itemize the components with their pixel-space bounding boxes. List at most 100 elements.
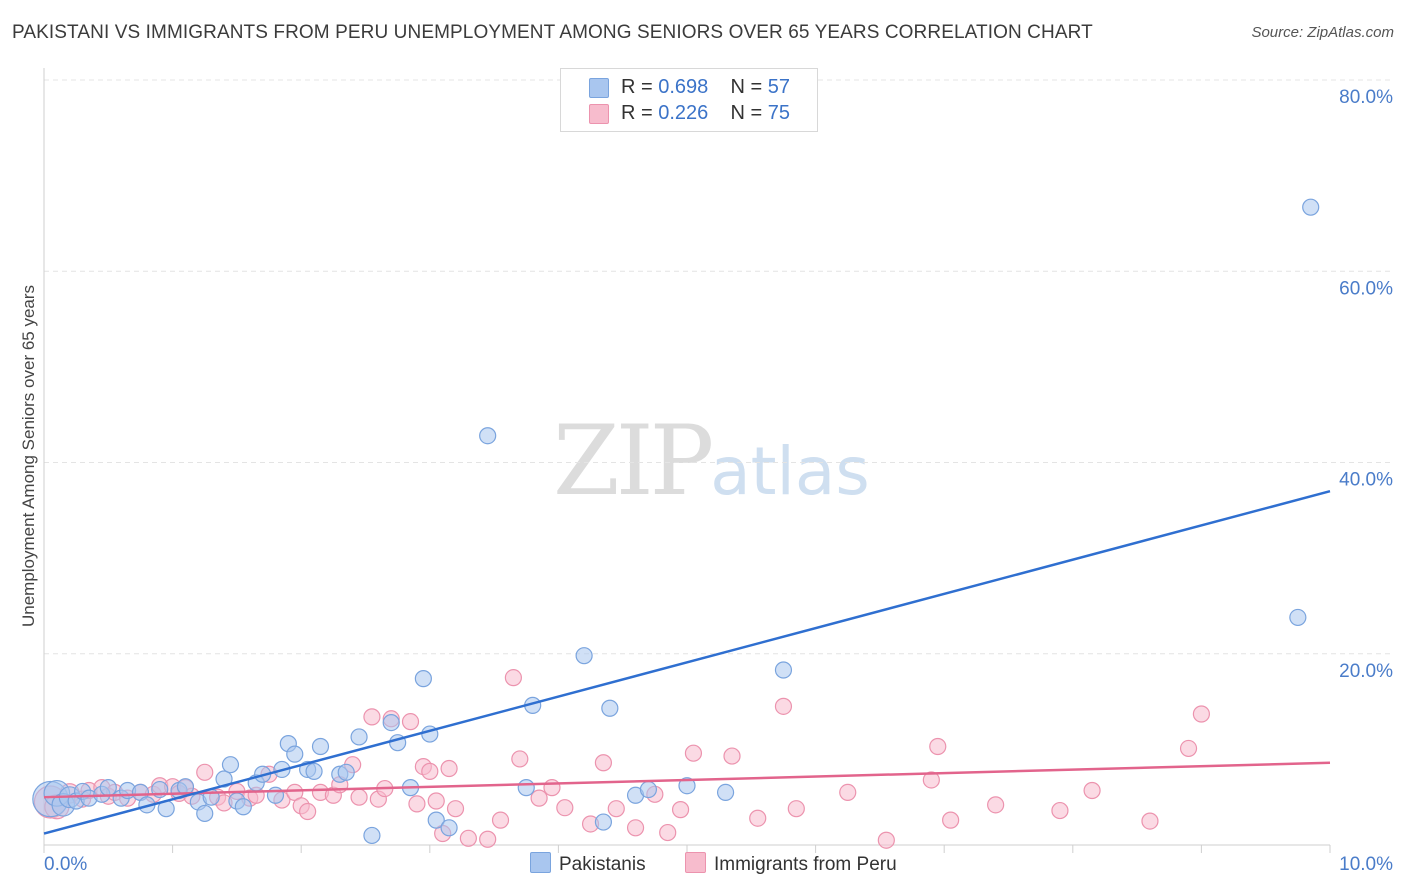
- legend-n-label: N =: [730, 102, 768, 124]
- data-point: [716, 783, 735, 802]
- data-point: [601, 699, 619, 717]
- data-point: [774, 661, 793, 679]
- data-point: [929, 737, 947, 756]
- bottom-legend-swatch-peru: [685, 852, 706, 873]
- data-point: [427, 792, 445, 810]
- legend-n-label: N =: [730, 76, 768, 98]
- legend-r-value: 0.226: [658, 102, 709, 124]
- data-point: [286, 745, 304, 763]
- data-point: [1051, 801, 1069, 820]
- grid-lines: [44, 79, 1392, 655]
- legend-r-label: R =: [621, 76, 659, 98]
- data-point: [196, 804, 214, 823]
- data-point: [1083, 781, 1101, 800]
- data-point: [659, 823, 677, 842]
- data-point: [1289, 608, 1307, 627]
- data-point: [99, 779, 117, 797]
- legend-swatch-peru: [589, 104, 609, 124]
- data-point: [594, 754, 613, 772]
- data-point: [363, 708, 381, 726]
- x-tick-label: 0.0%: [44, 854, 87, 875]
- x-tick-label: 10.0%: [1339, 854, 1393, 875]
- data-point: [594, 813, 613, 831]
- data-point: [987, 796, 1005, 814]
- axes: [43, 68, 1331, 853]
- chart-title: PAKISTANI VS IMMIGRANTS FROM PERU UNEMPL…: [12, 22, 1093, 43]
- bottom-legend-swatch-pakistanis: [530, 852, 551, 873]
- bottom-legend-pakistanis: Pakistanis: [530, 852, 646, 876]
- data-point: [350, 788, 368, 806]
- legend-swatch-pakistanis: [589, 78, 609, 98]
- legend-box: R = 0.698 N = 57 R = 0.226 N = 75: [560, 68, 818, 132]
- trend-line-peru: [43, 761, 1331, 799]
- data-point: [575, 647, 593, 665]
- data-point: [234, 798, 252, 816]
- data-point: [511, 750, 529, 768]
- bottom-legend-label-peru: Immigrants from Peru: [714, 854, 897, 875]
- data-point: [337, 763, 355, 781]
- trend-line-pakistanis: [43, 489, 1331, 835]
- data-point: [305, 762, 323, 780]
- watermark: ZIPatlas: [553, 405, 870, 517]
- data-point: [556, 799, 574, 817]
- data-point: [196, 763, 214, 781]
- data-point: [787, 800, 805, 818]
- legend-text-peru: R = 0.226 N = 75: [621, 102, 790, 125]
- data-point: [440, 759, 458, 778]
- data-point: [1192, 705, 1211, 723]
- y-tick-label: 80.0%: [1339, 87, 1393, 108]
- bottom-legend-label-pakistanis: Pakistanis: [559, 854, 646, 875]
- legend-r-label: R =: [621, 102, 659, 124]
- data-point: [350, 728, 368, 746]
- data-point: [607, 800, 625, 818]
- data-point: [311, 737, 330, 756]
- data-point: [1179, 739, 1198, 758]
- tick-labels: 20.0% 40.0% 60.0% 80.0% 0.0% 10.0% Unemploymen…: [19, 87, 1393, 875]
- legend-r-value: 0.698: [658, 76, 709, 98]
- data-point: [363, 826, 381, 845]
- data-point: [942, 811, 960, 829]
- data-point: [530, 789, 548, 807]
- data-point: [723, 747, 741, 765]
- data-point: [459, 829, 477, 847]
- data-point: [446, 800, 465, 818]
- data-point: [671, 801, 690, 819]
- data-point: [382, 713, 400, 732]
- data-point: [299, 802, 317, 821]
- data-point: [626, 819, 645, 837]
- data-point: [678, 777, 696, 795]
- trend-lines: [43, 489, 1331, 835]
- data-point: [427, 811, 445, 829]
- data-point: [877, 831, 895, 849]
- data-point: [749, 809, 767, 827]
- data-point: [504, 669, 522, 687]
- y-axis-label: Unemployment Among Seniors over 65 years: [19, 285, 38, 627]
- data-point: [1302, 198, 1320, 216]
- y-tick-label: 20.0%: [1339, 661, 1393, 682]
- watermark-zip: ZIP: [553, 405, 714, 517]
- data-point: [440, 819, 458, 837]
- data-point: [479, 830, 497, 848]
- points-peru: [33, 669, 1211, 849]
- data-point: [221, 756, 240, 774]
- legend-text-pakistanis: R = 0.698 N = 57: [621, 76, 790, 99]
- y-tick-label: 60.0%: [1339, 278, 1393, 299]
- data-point: [839, 783, 857, 802]
- data-point: [1141, 812, 1159, 830]
- data-point: [215, 770, 233, 788]
- data-point: [517, 779, 535, 797]
- data-point: [639, 780, 658, 799]
- bottom-legend-peru: Immigrants from Peru: [685, 852, 897, 876]
- y-tick-label: 40.0%: [1339, 470, 1393, 491]
- watermark-atlas: atlas: [710, 433, 870, 510]
- data-point: [401, 713, 420, 731]
- data-point: [684, 744, 703, 762]
- data-point: [922, 771, 940, 789]
- data-point: [774, 697, 793, 715]
- data-point: [491, 811, 510, 829]
- legend-n-value: 57: [767, 76, 791, 98]
- data-point: [421, 762, 439, 780]
- data-point: [543, 779, 561, 797]
- data-point: [408, 795, 426, 813]
